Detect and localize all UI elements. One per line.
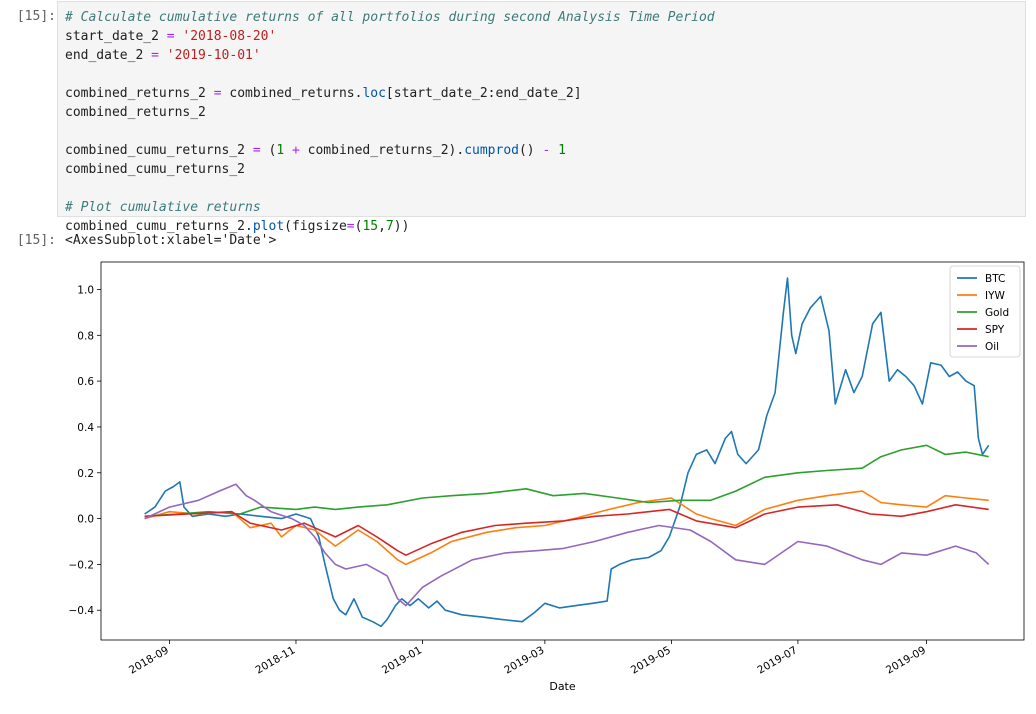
x-axis-label: Date <box>549 680 576 693</box>
x-tick-label: 2018-11 <box>253 644 297 676</box>
y-tick-label: 0.6 <box>77 376 94 388</box>
y-tick-label: 1.0 <box>77 284 94 296</box>
x-tick-label: 2019-03 <box>502 644 546 676</box>
series-line-spy <box>144 504 989 556</box>
x-tick-label: 2018-09 <box>127 644 171 676</box>
x-tick-label: 2019-07 <box>755 644 799 676</box>
y-tick-label: 0.2 <box>77 468 94 480</box>
series-line-gold <box>144 444 989 518</box>
y-tick-label: 0.0 <box>77 514 94 526</box>
legend-box <box>949 265 1021 358</box>
code-cell-input[interactable]: # Calculate cumulative returns of all po… <box>57 1 1026 234</box>
y-tick-label: 0.8 <box>77 330 94 342</box>
x-tick-label: 2019-01 <box>380 644 424 676</box>
output-text: <AxesSubplot:xlabel='Date'> <box>65 233 277 248</box>
axes-frame <box>100 261 1025 641</box>
code-block: # Calculate cumulative returns of all po… <box>65 10 715 234</box>
legend: BTC IYW Gold SPY Oil <box>949 265 1021 358</box>
x-tick-label: 2019-09 <box>884 644 928 676</box>
x-tick-label: 2019-05 <box>629 644 673 676</box>
plot-area <box>101 262 1024 640</box>
legend-label-spy: SPY <box>985 324 1005 336</box>
legend-label-oil: Oil <box>985 341 999 353</box>
y-tick-label: −0.2 <box>69 559 95 571</box>
output-prompt: [15]: <box>16 233 56 248</box>
series-line-oil <box>144 483 990 607</box>
input-prompt: [15]: <box>16 9 56 24</box>
legend-label-iyw: IYW <box>985 290 1006 302</box>
y-tick-label: −0.4 <box>69 605 95 617</box>
series-line-iyw <box>144 490 989 566</box>
legend-label-gold: Gold <box>985 307 1009 319</box>
legend-label-btc: BTC <box>985 273 1005 285</box>
y-tick-label: 0.4 <box>77 422 94 434</box>
